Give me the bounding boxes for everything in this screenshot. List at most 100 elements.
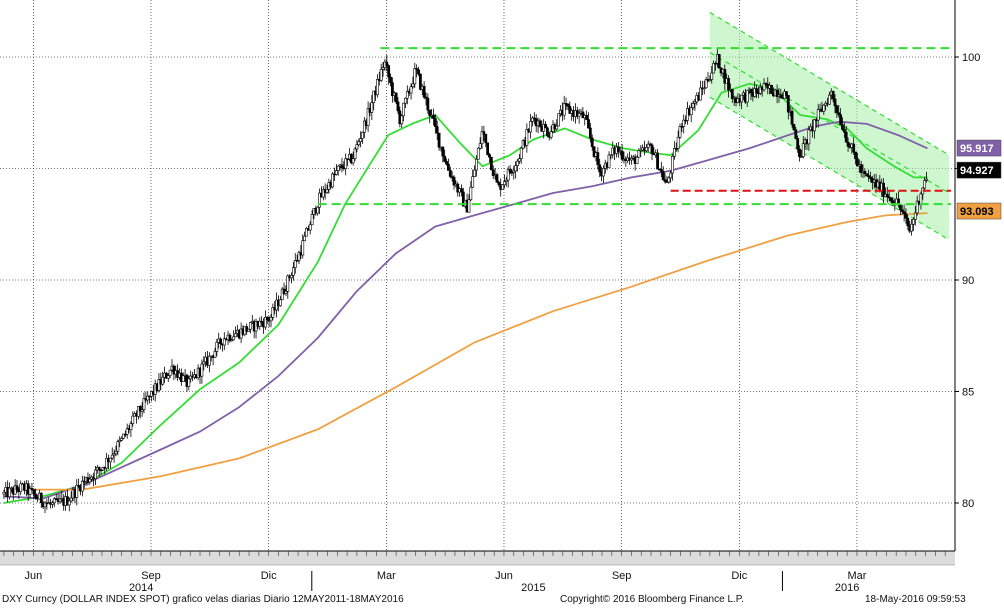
candle-down — [865, 173, 869, 176]
candle-down — [415, 68, 419, 71]
candle-up — [181, 375, 185, 382]
candle-up — [357, 141, 361, 145]
candle-down — [486, 142, 490, 155]
candle-up — [512, 170, 516, 173]
grid-lines — [0, 0, 955, 551]
candle-up — [813, 119, 816, 132]
candle-down — [906, 217, 910, 227]
candle-up — [762, 83, 766, 91]
candle-down — [32, 489, 36, 495]
y-tick-label: 80 — [962, 498, 974, 510]
candle-down — [714, 62, 717, 65]
candle-up — [325, 189, 329, 193]
candle-up — [187, 378, 191, 387]
candle-up — [230, 339, 234, 342]
candle-down — [428, 109, 432, 116]
candle-down — [794, 129, 798, 139]
candle-up — [476, 147, 480, 160]
candle-up — [402, 102, 405, 117]
candle-up — [672, 147, 676, 157]
candle-down — [441, 146, 445, 157]
candle-down — [775, 89, 779, 98]
candle-down — [885, 193, 889, 198]
candle-up — [247, 328, 250, 332]
timestamp-text: 18-May-2016 09:59:53 — [865, 594, 966, 605]
candle-up — [708, 79, 712, 82]
candle-up — [710, 72, 714, 80]
candle-up — [263, 316, 267, 328]
candle-down — [661, 171, 665, 181]
candle-down — [585, 115, 589, 120]
candle-down — [898, 204, 902, 211]
candle-down — [387, 65, 391, 78]
candle-up — [376, 79, 379, 96]
candle-down — [340, 164, 344, 169]
candle-down — [385, 61, 389, 66]
month-label: Mar — [377, 570, 396, 582]
candle-up — [129, 423, 133, 431]
candle-up — [475, 158, 478, 171]
candle-down — [508, 169, 512, 173]
candle-down — [545, 127, 549, 137]
candle-up — [745, 90, 749, 103]
candle-down — [424, 96, 428, 99]
candle-down — [717, 54, 721, 69]
candle-up — [269, 317, 273, 322]
label-last-price: 94.927 — [960, 165, 994, 177]
candle-down — [484, 133, 488, 144]
candle-down — [785, 91, 788, 96]
candle-down — [417, 69, 420, 75]
candle-down — [796, 138, 800, 150]
candle-down — [656, 152, 659, 170]
candle-up — [506, 169, 510, 181]
candle-up — [157, 379, 161, 391]
candle-up — [202, 361, 206, 365]
candle-up — [222, 338, 226, 346]
candle-up — [112, 453, 116, 456]
candle-up — [469, 186, 473, 200]
candle-up — [142, 398, 146, 410]
candle-up — [689, 107, 693, 116]
candle-up — [678, 126, 682, 138]
candle-up — [316, 206, 320, 214]
candle-down — [435, 126, 439, 134]
ma-short-line — [3, 82, 928, 504]
candle-up — [361, 132, 364, 139]
candle-down — [856, 158, 859, 167]
candle-up — [740, 94, 744, 103]
candle-up — [271, 307, 275, 318]
candle-down — [97, 467, 101, 471]
candle-up — [303, 235, 307, 242]
candle-up — [478, 143, 482, 149]
candle-up — [88, 478, 92, 483]
year-label: 2014 — [129, 582, 153, 592]
candle-down — [568, 105, 572, 114]
month-label: Sep — [612, 570, 632, 582]
candle-up — [635, 156, 639, 164]
candle-down — [900, 209, 904, 212]
candle-up — [278, 299, 282, 307]
candle-down — [770, 84, 773, 94]
candle-down — [835, 105, 839, 114]
candle-up — [799, 156, 803, 158]
candle-up — [108, 457, 112, 463]
candle-up — [28, 488, 32, 495]
chart-caption: DXY Curncy (DOLLAR INDEX SPOT) grafico v… — [2, 594, 404, 605]
candle-down — [566, 103, 570, 107]
candle-down — [727, 78, 730, 91]
candle-up — [646, 143, 650, 148]
candle-down — [15, 485, 19, 491]
candle-down — [443, 155, 447, 162]
candle-up — [362, 120, 366, 133]
candle-up — [355, 144, 359, 150]
candle-up — [284, 291, 288, 294]
candle-up — [207, 355, 211, 366]
candle-up — [372, 90, 376, 103]
candle-up — [168, 369, 172, 376]
candle-down — [461, 191, 465, 207]
candle-up — [280, 288, 284, 301]
candle-up — [2, 491, 6, 495]
candle-down — [792, 123, 796, 131]
candle-up — [318, 192, 321, 208]
candle-down — [798, 148, 801, 157]
